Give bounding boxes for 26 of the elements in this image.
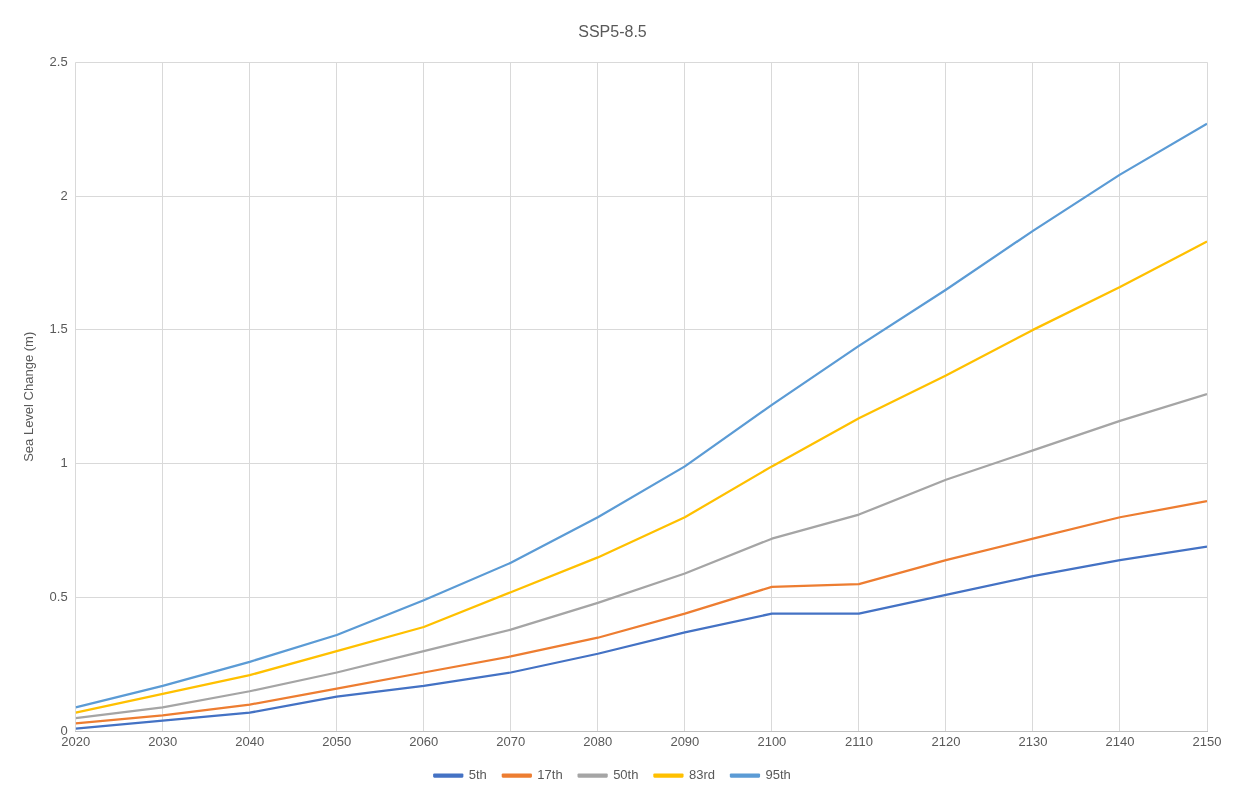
x-tick-label: 2070 xyxy=(496,733,526,749)
x-tick-label: 2080 xyxy=(583,733,613,749)
y-axis-title: Sea Level Change (m) xyxy=(21,331,37,462)
legend-label: 83rd xyxy=(688,767,715,783)
legend-label: 5th xyxy=(468,767,487,783)
y-tick-label: 2.5 xyxy=(49,53,68,69)
chart-title: SSP5-8.5 xyxy=(578,23,647,41)
legend-label: 95th xyxy=(765,767,791,783)
x-tick-label: 2100 xyxy=(757,733,787,749)
y-tick-label: 0 xyxy=(60,722,68,738)
x-tick-label: 2150 xyxy=(1192,733,1222,749)
x-tick-label: 2040 xyxy=(235,733,265,749)
y-tick-label: 0.5 xyxy=(49,589,68,605)
x-tick-label: 2110 xyxy=(844,733,873,749)
x-tick-label: 2120 xyxy=(931,733,961,749)
x-tick-label: 2060 xyxy=(409,733,439,749)
y-tick-label: 2 xyxy=(60,187,68,203)
y-tick-label: 1.5 xyxy=(49,321,68,337)
legend-label: 17th xyxy=(537,767,563,783)
x-tick-label: 2090 xyxy=(670,733,700,749)
x-tick-label: 2140 xyxy=(1105,733,1135,749)
legend-label: 50th xyxy=(613,767,639,783)
x-tick-label: 2050 xyxy=(322,733,352,749)
y-tick-label: 1 xyxy=(60,455,68,471)
x-tick-label: 2130 xyxy=(1018,733,1048,749)
x-tick-label: 2030 xyxy=(148,733,178,749)
